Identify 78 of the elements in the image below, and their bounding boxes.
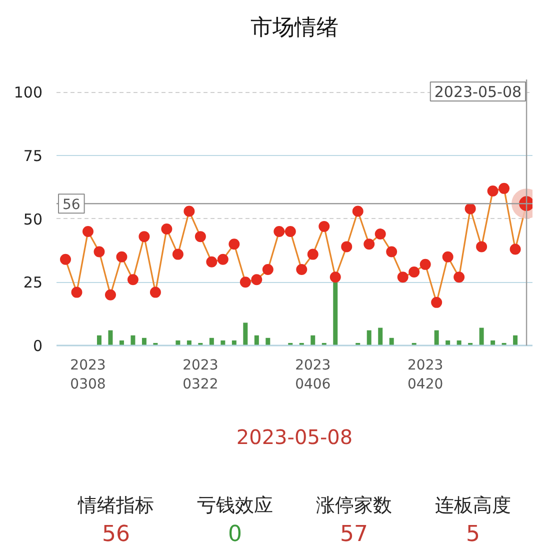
- y-tick-label: 100: [14, 84, 43, 102]
- point: [510, 244, 521, 255]
- point: [352, 206, 364, 217]
- text: 56: [102, 522, 130, 547]
- point: [498, 182, 510, 194]
- text: 2023-05-08: [236, 425, 353, 449]
- point: [127, 274, 138, 286]
- point: [431, 296, 442, 308]
- bar: [378, 328, 383, 346]
- point: [284, 226, 296, 237]
- point: [60, 254, 71, 265]
- point: [82, 226, 94, 237]
- y-tick-label: 75: [23, 147, 43, 165]
- bar: [513, 335, 518, 346]
- point: [217, 254, 228, 265]
- bar: [142, 338, 146, 346]
- x-tick-label: 2023 0406: [295, 358, 331, 393]
- ref-line-label: 56: [62, 197, 80, 214]
- text: 亏钱效应: [197, 494, 273, 516]
- text: 连板高度: [435, 494, 511, 516]
- text: 情绪指标: [77, 494, 154, 516]
- point: [420, 258, 431, 270]
- point: [228, 238, 240, 250]
- y-tick-label: 25: [23, 274, 43, 292]
- bar: [209, 338, 214, 346]
- point: [464, 203, 476, 214]
- bar: [333, 282, 338, 346]
- point: [442, 251, 454, 262]
- bar: [96, 335, 102, 346]
- point: [397, 272, 408, 283]
- y-tick-label: 50: [23, 210, 43, 228]
- point: [184, 206, 195, 217]
- bar: [310, 335, 316, 346]
- point: [341, 241, 352, 252]
- point: [194, 231, 206, 242]
- point: [262, 264, 274, 275]
- annotation: 2023-05-08: [434, 83, 522, 101]
- x-tick-label: 2023 0322: [182, 358, 218, 393]
- bar: [434, 330, 439, 346]
- point: [150, 286, 161, 298]
- point: [274, 226, 285, 237]
- point: [296, 264, 308, 275]
- point: [374, 228, 386, 240]
- bar: [108, 330, 113, 346]
- bar: [130, 335, 136, 346]
- point: [251, 274, 262, 286]
- text: 57: [340, 522, 368, 547]
- point: [408, 266, 420, 278]
- point: [476, 241, 488, 252]
- point: [94, 246, 105, 258]
- x-tick-label: 2023 0308: [70, 358, 106, 393]
- bar: [366, 330, 372, 346]
- point: [364, 238, 375, 250]
- point: [206, 256, 218, 268]
- point: [138, 231, 150, 242]
- bar: [266, 338, 270, 346]
- point: [116, 251, 128, 262]
- point: [386, 246, 398, 258]
- point: [330, 272, 341, 283]
- point: [454, 272, 465, 283]
- text: 0: [228, 522, 242, 547]
- point: [104, 289, 116, 300]
- point: [71, 286, 82, 298]
- text: 涨停家数: [316, 494, 392, 516]
- bar: [479, 328, 484, 346]
- x-tick-label: 2023 0420: [408, 358, 444, 393]
- point: [172, 248, 184, 260]
- bar: [389, 338, 394, 346]
- point: [318, 220, 330, 232]
- point: [487, 185, 498, 196]
- point: [307, 248, 318, 260]
- bar: [243, 322, 248, 346]
- bar: [254, 335, 259, 346]
- chart-title: 市场情绪: [250, 15, 338, 40]
- text: 5: [466, 522, 480, 547]
- point: [161, 223, 172, 234]
- point: [240, 276, 251, 288]
- y-tick-label: 0: [32, 337, 43, 355]
